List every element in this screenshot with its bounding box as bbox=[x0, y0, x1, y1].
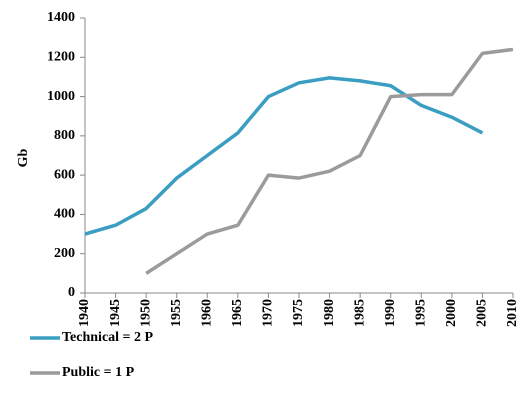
x-tick-label: 1960 bbox=[200, 299, 215, 327]
x-tick-label: 1990 bbox=[383, 299, 398, 327]
series-line bbox=[84, 76, 484, 236]
y-tick-label: 600 bbox=[54, 167, 75, 182]
y-tick-label: 1000 bbox=[47, 89, 75, 104]
x-tick-label: 2010 bbox=[505, 299, 518, 327]
series-line bbox=[145, 47, 514, 275]
x-tick-label: 2005 bbox=[475, 299, 490, 327]
x-tick-label: 1985 bbox=[352, 299, 367, 327]
y-tick-label: 800 bbox=[54, 128, 75, 143]
x-tick-label: 1945 bbox=[108, 299, 123, 327]
y-tick-label: 1400 bbox=[47, 10, 75, 25]
y-tick-label: 400 bbox=[54, 207, 75, 222]
legend-label: Public = 1 P bbox=[62, 365, 135, 380]
x-tick-label: 2000 bbox=[444, 299, 459, 327]
y-axis-label: Gb bbox=[16, 148, 31, 167]
x-tick-label: 1995 bbox=[414, 299, 429, 327]
x-tick-label: 1940 bbox=[77, 299, 92, 327]
x-tick-label: 1950 bbox=[138, 299, 153, 327]
x-tick-label: 1975 bbox=[291, 299, 306, 327]
x-tick-label: 1980 bbox=[322, 299, 337, 327]
x-tick-label: 1970 bbox=[261, 299, 276, 327]
x-tick-label: 1955 bbox=[169, 299, 184, 327]
legend-label: Technical = 2 P bbox=[62, 330, 154, 345]
y-tick-label: 200 bbox=[54, 246, 75, 261]
y-tick-label: 0 bbox=[68, 285, 75, 300]
y-tick-label: 1200 bbox=[47, 50, 75, 65]
x-tick-label: 1965 bbox=[230, 299, 245, 327]
